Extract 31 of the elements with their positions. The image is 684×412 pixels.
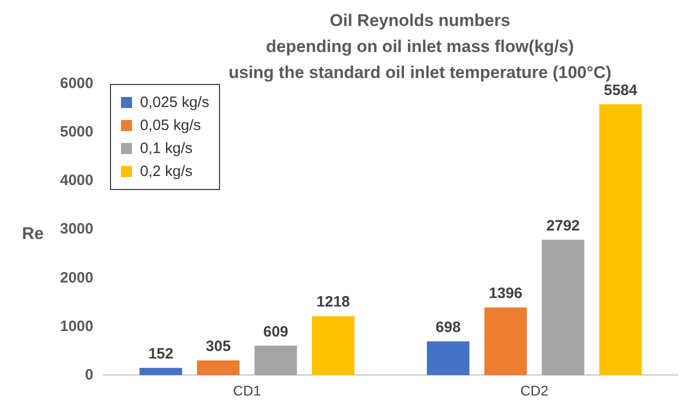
x-tick-label: CD2 xyxy=(520,382,549,398)
bar xyxy=(484,307,527,376)
legend-label: 0,2 kg/s xyxy=(140,163,193,180)
y-tick-label: 1000 xyxy=(60,318,94,335)
legend-label: 0,1 kg/s xyxy=(140,140,193,157)
y-tick-label: 0 xyxy=(85,366,94,384)
y-tick-label: 2000 xyxy=(60,269,94,286)
y-tick-label: 3000 xyxy=(60,220,94,238)
bar xyxy=(312,316,354,376)
data-label: 1218 xyxy=(316,294,350,311)
data-label: 609 xyxy=(263,323,288,340)
y-axis-title: Re xyxy=(22,224,44,244)
chart-title: Oil Reynolds numbers depending on oil inlet mass flow(kg/s) using the standard oil inlet temperature (100°C) xyxy=(228,10,612,84)
legend-label: 0,05 kg/s xyxy=(140,117,201,134)
legend-label: 0,025 kg/s xyxy=(140,94,210,111)
data-label: 698 xyxy=(436,318,461,336)
data-label: 2792 xyxy=(546,217,580,234)
bar xyxy=(140,368,182,376)
y-tick-label: 5000 xyxy=(60,124,94,141)
bar xyxy=(599,104,642,376)
data-label: 5584 xyxy=(604,82,638,99)
bar xyxy=(542,240,584,376)
data-label: 1396 xyxy=(488,285,522,302)
bar xyxy=(254,346,298,376)
y-tick-label: 4000 xyxy=(60,172,94,190)
bar xyxy=(197,360,240,376)
bar xyxy=(426,341,470,376)
y-tick-label: 6000 xyxy=(60,75,94,92)
data-label: 305 xyxy=(206,338,231,356)
x-tick-label: CD1 xyxy=(233,382,262,398)
data-label: 152 xyxy=(148,345,174,362)
